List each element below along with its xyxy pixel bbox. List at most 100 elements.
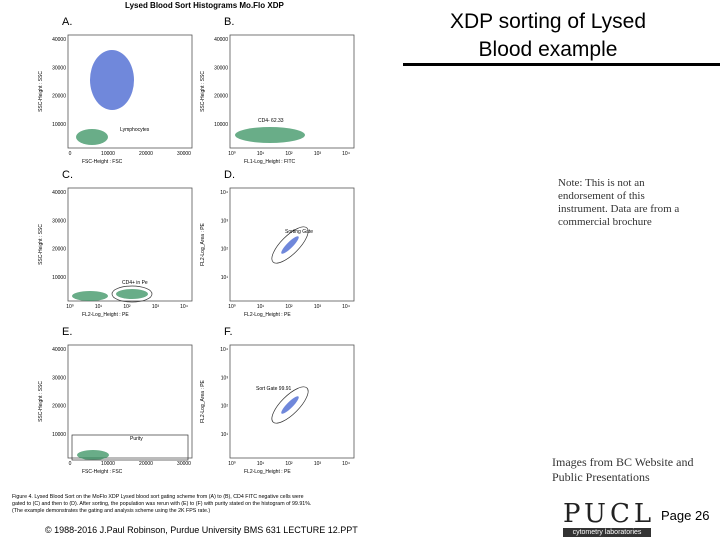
plot-frame (229, 187, 355, 302)
y-axis-label: FL2-Log_Area : PE (200, 222, 206, 265)
plot-frame (67, 344, 193, 459)
population (72, 291, 108, 301)
panel-letter: D. (224, 169, 235, 181)
y-tick-label: 30000 (214, 65, 228, 71)
y-tick-label: 40000 (52, 347, 66, 353)
x-tick-label: 10³ (314, 151, 322, 157)
panel-letter: A. (62, 16, 72, 28)
x-tick-label: 10⁰ (66, 304, 74, 310)
title-line: XDP sorting of Lysed (449, 10, 647, 33)
source-line: Public Presentations (552, 470, 650, 484)
plot-frame (229, 344, 355, 459)
caption-line: Figure 4. Lysed Blood Sort on the MoFlo … (12, 494, 304, 500)
population (116, 289, 148, 299)
y-axis-label: SSC-Height : SSC (38, 71, 44, 112)
gate (111, 285, 153, 303)
x-axis-label: FSC-Height : FSC (82, 159, 123, 165)
logo: PUCL cytometry laboratories (563, 500, 651, 540)
logo-tagline: cytometry laboratories (563, 528, 651, 537)
x-tick-label: 10² (285, 151, 293, 157)
x-tick-label: 10000 (101, 461, 115, 467)
gate-label: CD4+ in Pe (122, 280, 148, 286)
note-line: endorsement of this (558, 190, 645, 202)
figure-title: Lysed Blood Sort Histograms Mo.Flo XDP (125, 1, 284, 10)
x-axis-label: FL2-Log_Height : PE (244, 312, 291, 318)
panel-letter: E. (62, 326, 72, 338)
gate-label: Sort Gate 99.91 (256, 386, 292, 392)
y-tick-label: 10000 (52, 432, 66, 438)
panel-letter: B. (224, 16, 234, 28)
y-tick-label: 20000 (214, 94, 228, 100)
gate-label: Purity (130, 436, 143, 442)
y-tick-label: 20000 (52, 404, 66, 410)
x-tick-label: 20000 (139, 151, 153, 157)
y-tick-label: 40000 (214, 37, 228, 43)
x-tick-label: 10³ (314, 304, 322, 310)
x-tick-label: 10⁴ (180, 304, 188, 310)
x-tick-label: 10² (285, 461, 293, 467)
y-tick-label: 10000 (52, 122, 66, 128)
population (281, 236, 299, 254)
gate (71, 434, 189, 461)
x-tick-label: 10² (285, 304, 293, 310)
logo-name: PUCL (563, 499, 656, 529)
figure: Lysed Blood Sort Histograms Mo.Flo XDP A… (12, 1, 355, 514)
y-axis-label: FL2-Log_Area : PE (200, 379, 206, 422)
x-tick-label: 10⁴ (342, 304, 350, 310)
y-tick-label: 10³ (221, 375, 229, 381)
title-rule (403, 63, 720, 66)
panel-letter: C. (62, 169, 73, 181)
y-tick-label: 10⁴ (220, 190, 228, 196)
y-tick-label: 10³ (221, 218, 229, 224)
y-tick-label: 40000 (52, 37, 66, 43)
source-line: Images from BC Website and (552, 455, 694, 469)
y-tick-label: 10000 (52, 275, 66, 281)
panel-letter: F. (224, 326, 233, 338)
gate-label: Sorting Gate (285, 229, 313, 235)
y-tick-label: 10² (221, 247, 229, 253)
page-number: Page 26 (661, 508, 710, 523)
gate-label: CD4- 62.33 (258, 118, 284, 124)
plot-frame (229, 34, 355, 149)
x-tick-label: 10⁰ (228, 151, 236, 157)
y-tick-label: 20000 (52, 247, 66, 253)
x-tick-label: 10¹ (257, 304, 265, 310)
x-tick-label: 10⁰ (228, 304, 236, 310)
population (77, 450, 109, 460)
x-tick-label: 10³ (152, 304, 160, 310)
x-tick-label: 30000 (177, 151, 191, 157)
source: Images from BC Website and Public Presen… (552, 455, 693, 485)
population (281, 396, 299, 414)
x-tick-label: 10² (123, 304, 131, 310)
x-axis-label: FL2-Log_Height : PE (82, 312, 129, 318)
y-axis-label: SSC-Height : SSC (38, 224, 44, 265)
y-tick-label: 10¹ (221, 432, 229, 438)
x-axis-label: FL2-Log_Height : PE (244, 469, 291, 475)
y-tick-label: 30000 (52, 375, 66, 381)
gate (271, 226, 309, 264)
y-tick-label: 10000 (214, 122, 228, 128)
footer: © 1988-2016 J.Paul Robinson, Purdue Univ… (45, 525, 358, 535)
y-tick-label: 10¹ (221, 275, 229, 281)
x-axis-label: FL1-Log_Height : FITC (244, 159, 296, 165)
note: Note: This is not an endorsement of this… (558, 177, 679, 229)
y-axis-label: SSC-Height : SSC (38, 381, 44, 422)
population (76, 129, 108, 145)
note-line: instrument. Data are from a (558, 203, 680, 215)
x-tick-label: 10⁴ (342, 151, 350, 157)
gate (271, 386, 309, 424)
x-tick-label: 10¹ (257, 151, 265, 157)
x-tick-label: 20000 (139, 461, 153, 467)
population (89, 50, 135, 110)
gate-label: Lymphocytes (120, 127, 150, 133)
note-line: Note: This is not an (558, 177, 645, 189)
y-tick-label: 20000 (52, 94, 66, 100)
note-line: commercial brochure (558, 216, 652, 228)
x-tick-label: 10¹ (257, 461, 265, 467)
x-tick-label: 30000 (177, 461, 191, 467)
y-tick-label: 10⁴ (220, 347, 228, 353)
x-tick-label: 10000 (101, 151, 115, 157)
plot-frame (67, 34, 193, 149)
title-line: Blood example (478, 38, 618, 61)
